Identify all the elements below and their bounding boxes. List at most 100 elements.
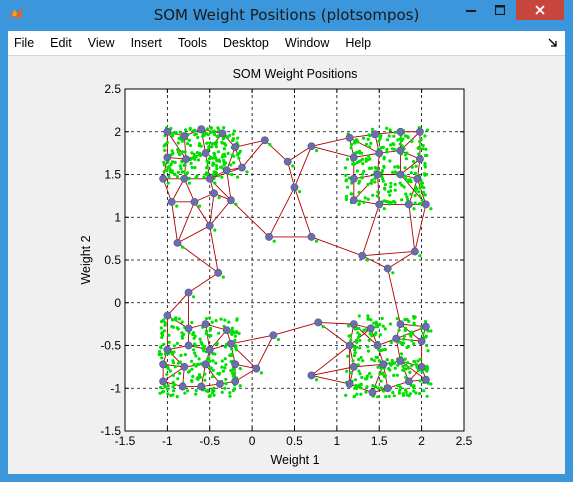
input-point: [259, 371, 263, 375]
input-point: [406, 361, 410, 365]
input-point: [382, 207, 386, 211]
input-point: [174, 131, 178, 135]
input-point: [192, 362, 196, 367]
input-point: [276, 337, 280, 342]
input-point: [198, 154, 203, 158]
input-point: [378, 322, 382, 327]
minimize-button[interactable]: [457, 0, 485, 20]
input-point: [412, 384, 416, 388]
input-point: [365, 376, 369, 381]
neuron-link: [177, 242, 219, 274]
neuron-point: [180, 362, 189, 371]
input-point: [217, 128, 221, 132]
input-point: [159, 352, 163, 356]
neuron-point: [396, 146, 405, 155]
neuron-link: [209, 225, 219, 273]
input-point: [189, 161, 193, 165]
input-point: [180, 336, 185, 340]
close-button[interactable]: [516, 0, 564, 20]
input-point: [409, 171, 413, 175]
input-point: [183, 353, 187, 357]
input-point: [349, 371, 353, 375]
som-plot: SOM Weight Positions -1.5 -1 -0.5 0 0.5 1 1.5 2…: [79, 67, 473, 467]
neuron-link: [230, 199, 270, 238]
input-point: [388, 128, 392, 132]
menu-insert[interactable]: Insert: [130, 36, 162, 50]
dock-arrow-icon[interactable]: [547, 37, 559, 49]
input-point: [410, 364, 414, 368]
input-point: [358, 372, 362, 376]
input-point: [175, 204, 179, 208]
input-point: [229, 369, 233, 373]
neuron-link: [400, 158, 421, 175]
neuron-point: [283, 157, 292, 166]
input-point: [365, 385, 369, 389]
menu-edit[interactable]: Edit: [50, 36, 72, 50]
neuron-point: [205, 221, 214, 230]
input-point: [224, 143, 228, 147]
neuron-point: [159, 377, 168, 386]
input-point: [381, 372, 385, 376]
input-point: [381, 348, 385, 352]
input-point: [400, 183, 404, 187]
input-point: [230, 352, 234, 356]
input-point: [166, 160, 170, 164]
input-point: [416, 359, 420, 363]
input-point: [388, 193, 392, 197]
neuron-link: [353, 363, 384, 368]
neuron-point: [218, 129, 227, 138]
input-point: [230, 347, 234, 351]
neuron-point: [410, 247, 419, 256]
input-point: [190, 367, 194, 371]
neuron-link: [414, 204, 427, 252]
maximize-button[interactable]: [486, 0, 514, 20]
menu-desktop[interactable]: Desktop: [223, 36, 269, 50]
menu-help[interactable]: Help: [345, 36, 372, 50]
neuron-point: [197, 125, 206, 134]
input-point: [344, 194, 349, 198]
y-tick-label: -1.5: [100, 424, 121, 438]
input-point: [228, 394, 232, 398]
neuron-point: [163, 311, 172, 320]
input-point: [215, 167, 219, 171]
input-point: [368, 166, 372, 170]
title-bar[interactable]: SOM Weight Positions (plotsompos): [0, 0, 573, 30]
neuron-point: [159, 174, 168, 183]
menu-view[interactable]: View: [87, 36, 115, 50]
input-point: [238, 367, 242, 371]
input-point: [345, 185, 350, 189]
input-point: [403, 177, 408, 181]
input-point: [160, 356, 164, 360]
neuron-point: [396, 356, 405, 365]
input-point: [230, 172, 234, 177]
input-point: [387, 394, 391, 398]
input-point: [235, 318, 239, 322]
neuron-point: [201, 149, 210, 158]
input-point: [180, 150, 185, 154]
neuron-link: [311, 137, 350, 147]
input-point: [383, 187, 387, 191]
input-point: [388, 159, 392, 163]
input-point: [365, 258, 369, 262]
maximize-icon: [495, 5, 505, 15]
neuron-link: [167, 292, 189, 316]
menu-file[interactable]: File: [14, 36, 35, 50]
input-point: [367, 154, 371, 158]
input-point: [213, 352, 217, 356]
input-point: [395, 373, 399, 377]
menu-window[interactable]: Window: [284, 36, 330, 50]
input-point: [215, 159, 219, 163]
menu-tools[interactable]: Tools: [177, 36, 208, 50]
input-point: [418, 194, 422, 198]
input-point: [374, 320, 378, 324]
input-point: [210, 320, 214, 324]
neuron-point: [222, 166, 231, 175]
input-point: [213, 181, 217, 185]
input-point: [359, 355, 363, 360]
input-point: [198, 375, 202, 379]
neuron-link: [311, 374, 350, 385]
input-point: [403, 166, 407, 170]
input-point: [370, 178, 374, 182]
x-tick-label: -1.5: [115, 434, 136, 448]
input-point: [231, 371, 235, 375]
